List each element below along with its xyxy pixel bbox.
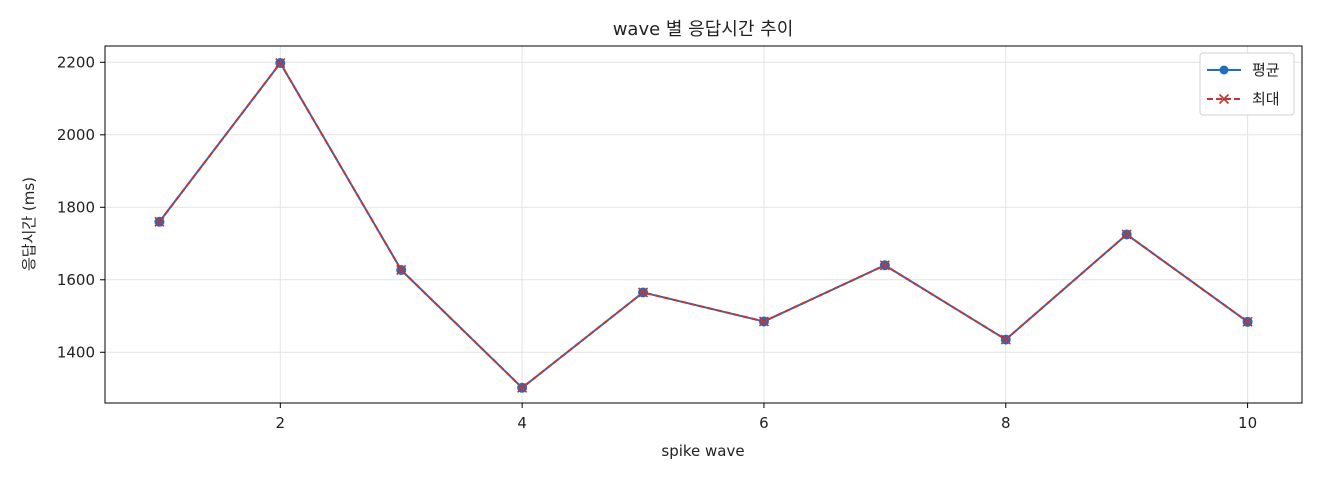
data-point-x [517, 382, 528, 393]
x-tick-label: 10 [1238, 414, 1257, 432]
x-marker-stroke [879, 260, 890, 271]
data-point-x [396, 264, 407, 276]
y-axis-label: 응답시간 (ms) [20, 177, 38, 271]
data-point-x [1121, 229, 1132, 240]
data-point-x [1242, 316, 1253, 327]
x-marker-stroke [275, 57, 286, 69]
axis-ticks: 2 4 6 8 10 1400 1600 1800 2000 2200 [57, 53, 1257, 432]
series-lines [154, 57, 1253, 393]
y-tick-label: 1800 [57, 198, 95, 216]
x-tick-label: 6 [759, 414, 769, 432]
data-point-x [637, 287, 649, 298]
series-1 [154, 58, 1253, 393]
x-marker-stroke [637, 287, 649, 298]
x-marker-stroke [154, 216, 165, 227]
data-point-x [1000, 334, 1011, 345]
grid [105, 46, 1302, 403]
x-marker-stroke [517, 382, 528, 393]
data-point-x [758, 316, 770, 327]
series-line [158, 62, 1249, 389]
x-marker-stroke [1000, 334, 1011, 345]
x-marker-stroke [758, 316, 770, 327]
x-tick-label: 2 [276, 414, 286, 432]
series-line [158, 62, 1249, 389]
x-marker-stroke [1121, 229, 1132, 240]
x-tick-label: 8 [1001, 414, 1011, 432]
plot-area [104, 45, 1303, 404]
data-point-x [275, 57, 286, 69]
legend-label-series-1: 평균 [1252, 61, 1280, 79]
y-tick-label: 2200 [57, 53, 95, 71]
y-tick-label: 1400 [57, 343, 95, 361]
legend: 평균 최대 [1199, 52, 1295, 116]
data-point-x [154, 216, 165, 227]
legend-circle-marker-icon [1219, 65, 1229, 75]
legend-x-marker-icon [1218, 93, 1230, 105]
x-marker-stroke [396, 264, 407, 276]
legend-label-series-2: 최대 [1252, 90, 1280, 108]
series-2 [154, 57, 1253, 393]
x-marker-stroke [1218, 93, 1230, 105]
data-point-x [879, 260, 890, 271]
y-tick-label: 2000 [57, 126, 95, 144]
legend-box [1199, 52, 1295, 116]
chart-title: wave 별 응답시간 추이 [613, 19, 794, 40]
x-marker-stroke [1242, 316, 1253, 327]
x-axis-label: spike wave [661, 442, 744, 460]
y-tick-label: 1600 [57, 271, 95, 289]
x-tick-label: 4 [517, 414, 527, 432]
